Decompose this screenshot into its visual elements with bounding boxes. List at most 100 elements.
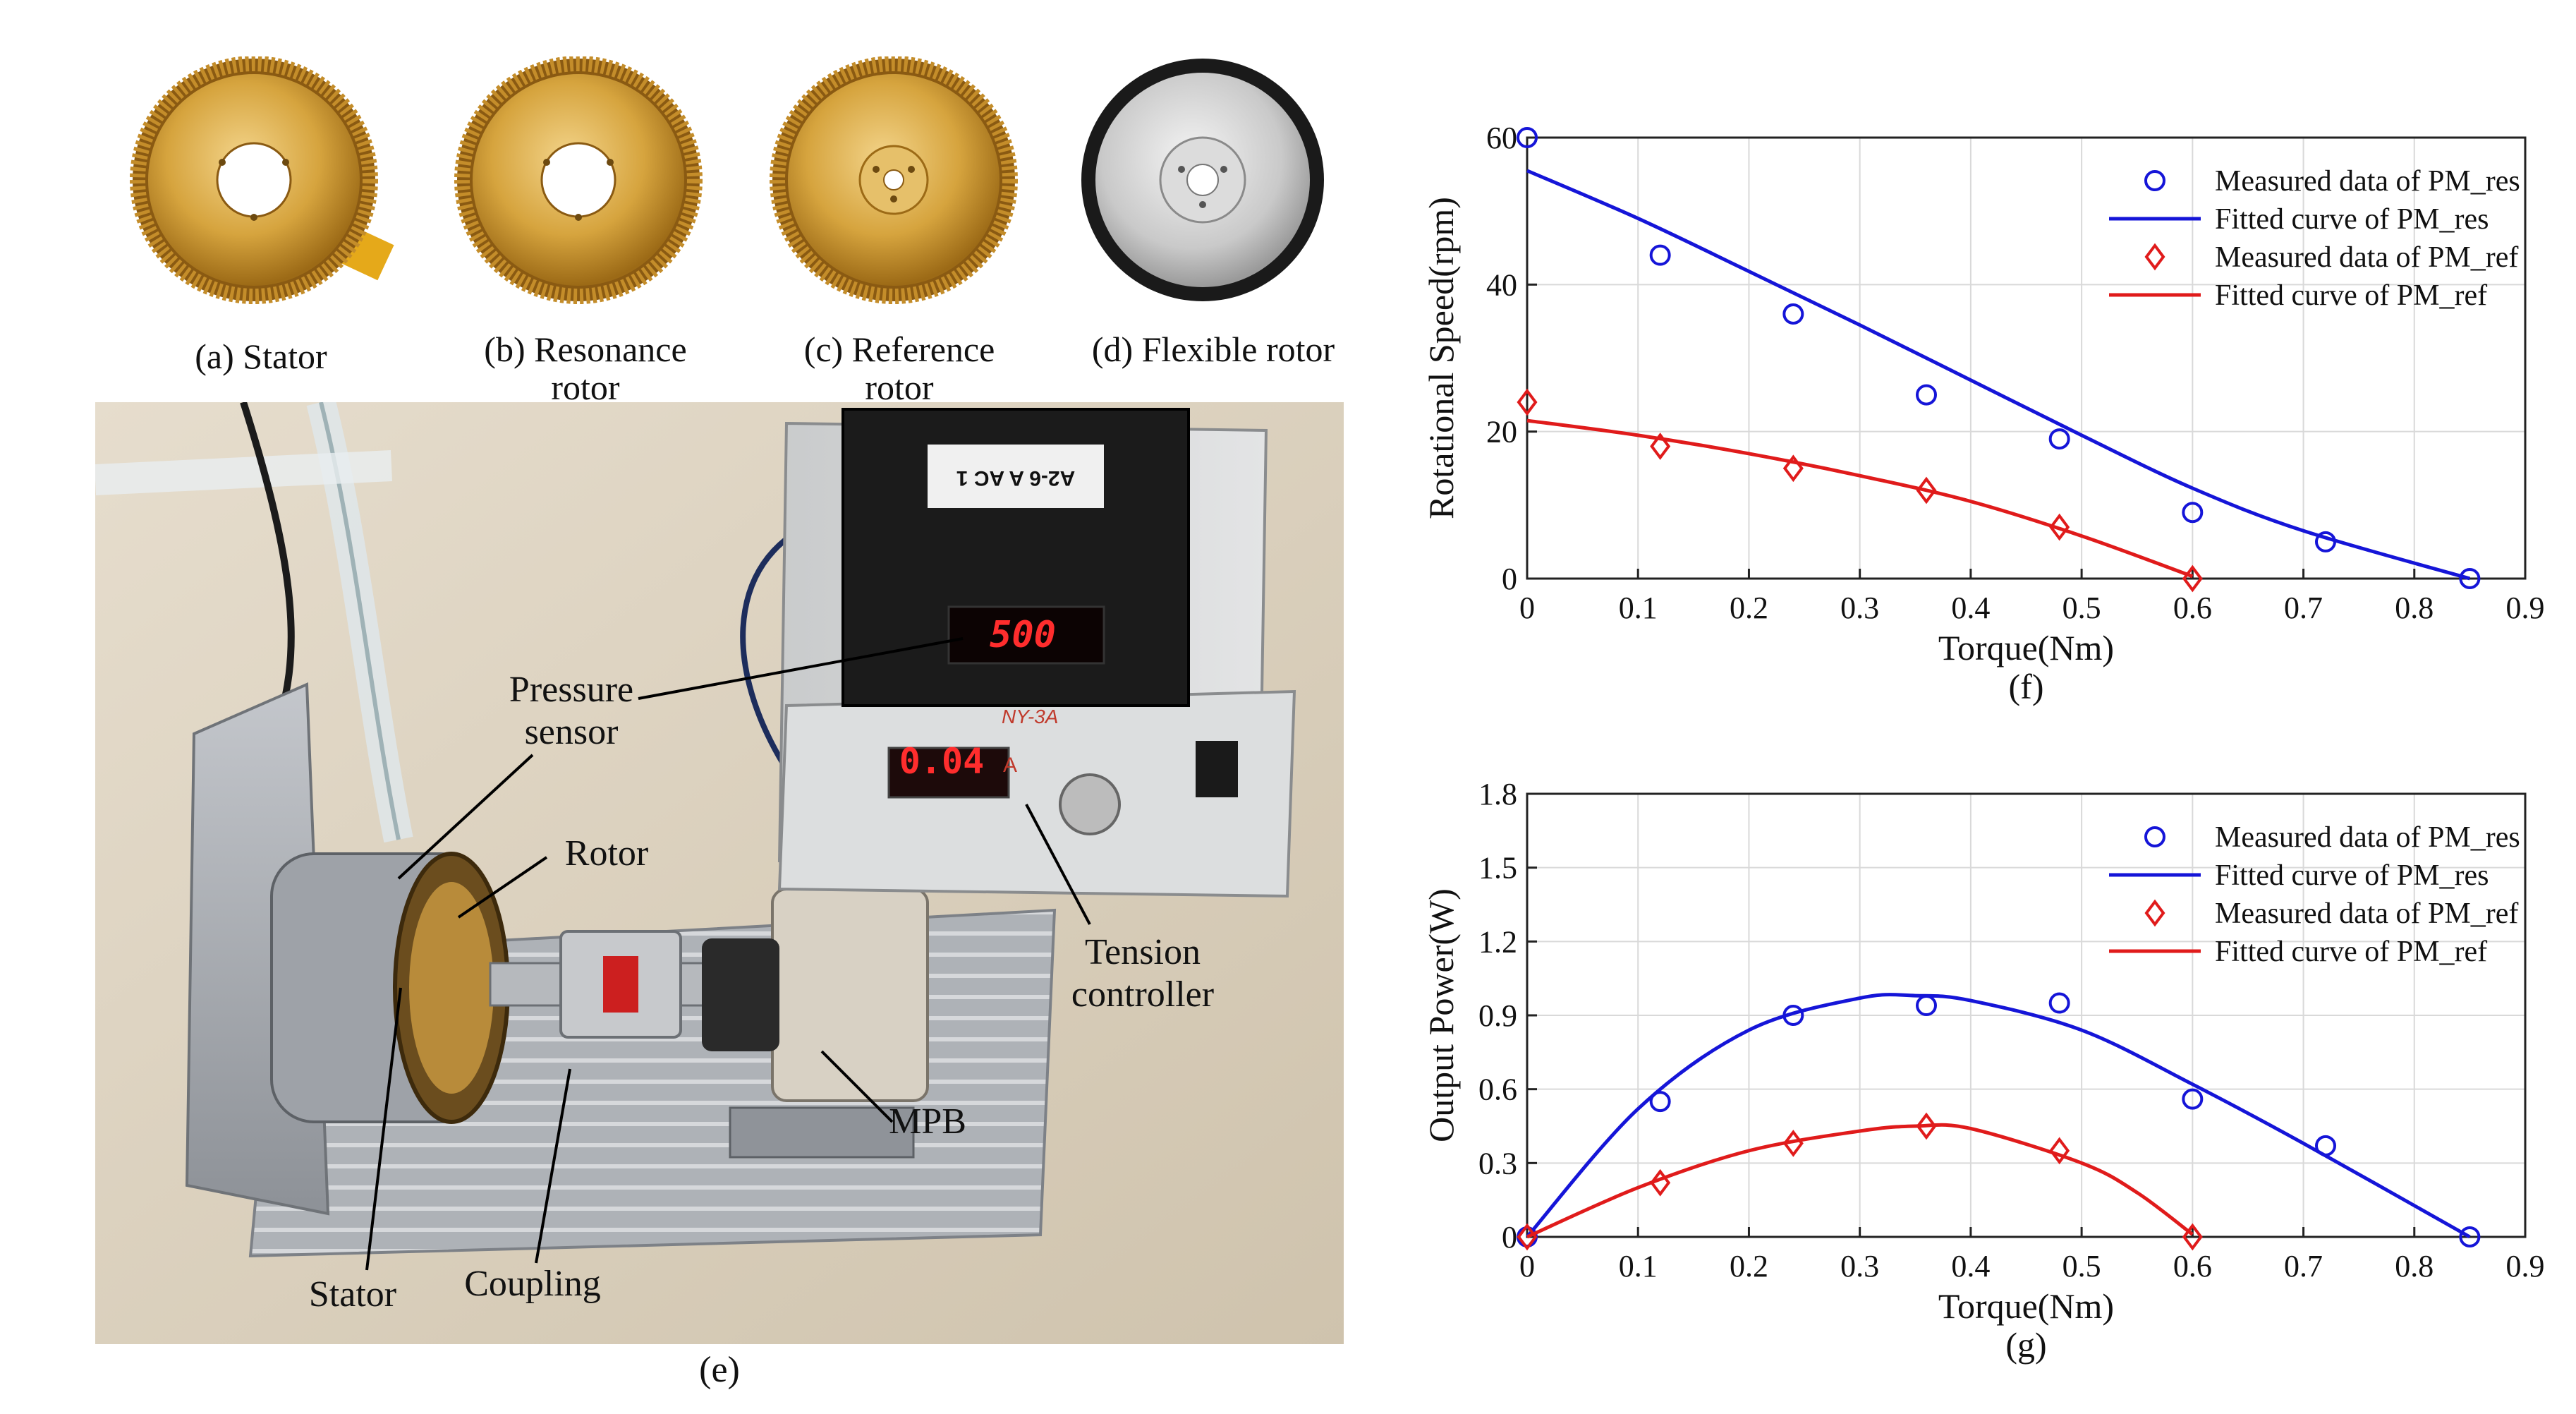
data-point xyxy=(2459,568,2481,589)
legend-marker xyxy=(2144,170,2165,191)
chart-caption: (f) xyxy=(2009,667,2044,706)
data-point xyxy=(1916,384,1937,406)
series-line xyxy=(1526,1123,2194,1239)
y-axis-label: Output Power(W) xyxy=(1421,888,1461,1142)
label-rotor: Rotor xyxy=(564,833,649,874)
legend-label: Fitted curve of PM_ref xyxy=(2215,279,2487,312)
x-tick-label: 0.7 xyxy=(2284,1249,2323,1283)
legend-label: Measured data of PM_res xyxy=(2215,165,2520,198)
series-line xyxy=(1526,169,2471,581)
data-point xyxy=(2049,1137,2070,1165)
x-tick-label: 0.3 xyxy=(1840,591,1879,625)
caption-reference-rotor: (c) Reference rotor xyxy=(765,330,1033,406)
flexible-rotor-photo xyxy=(1072,56,1340,325)
data-point xyxy=(1916,1112,1937,1140)
label-pressure-sensor-text: Pressure sensor xyxy=(509,670,634,752)
x-tick-label: 0.5 xyxy=(2062,1249,2101,1283)
data-point xyxy=(2182,502,2204,524)
data-point xyxy=(1650,433,1671,460)
y-tick-label: 1.2 xyxy=(1478,924,1517,959)
legend-marker xyxy=(2144,243,2165,271)
x-tick-label: 0.3 xyxy=(1840,1249,1879,1283)
x-tick-label: 0.9 xyxy=(2506,591,2545,625)
x-tick-label: 0.2 xyxy=(1730,591,1768,625)
label-stator: Stator xyxy=(308,1274,397,1315)
caption-setup: (e) xyxy=(699,1350,740,1390)
data-point xyxy=(2182,1088,2204,1110)
controller-brand: NY-3A xyxy=(1002,706,1059,727)
meter-bottom-readout: 0.04 xyxy=(899,741,985,782)
setup-photo xyxy=(95,402,1344,1344)
meter-unit: A xyxy=(1003,754,1018,777)
stator-photo xyxy=(127,56,395,325)
caption-flexible-rotor-text: (d) Flexible rotor xyxy=(1091,330,1335,369)
y-tick-label: 0 xyxy=(1502,562,1517,596)
data-point xyxy=(2459,1226,2481,1247)
y-tick-label: 1.5 xyxy=(1478,851,1517,886)
reference-rotor-photo xyxy=(763,56,1031,325)
x-tick-label: 0 xyxy=(1519,591,1535,625)
x-tick-label: 0.6 xyxy=(2173,1249,2212,1283)
caption-stator: (a) Stator xyxy=(195,337,327,376)
legend-label: Fitted curve of PM_res xyxy=(2215,203,2489,236)
meter-sticker: A2-6 A AC 1 xyxy=(956,466,1076,490)
x-tick-label: 0.6 xyxy=(2173,591,2212,625)
caption-resonance-rotor-text: (b) Resonance rotor xyxy=(484,330,687,407)
data-point xyxy=(2048,992,2070,1014)
x-tick-label: 0.5 xyxy=(2062,591,2101,625)
data-point xyxy=(1517,388,1538,416)
y-tick-label: 0.9 xyxy=(1478,998,1517,1033)
legend-marker xyxy=(2144,899,2165,927)
y-tick-label: 40 xyxy=(1486,267,1517,302)
meter-top-readout: 500 xyxy=(990,614,1056,656)
y-tick-label: 60 xyxy=(1486,121,1517,155)
data-point xyxy=(2182,1223,2203,1251)
legend-label: Measured data of PM_ref xyxy=(2215,898,2518,930)
label-mpb: MPB xyxy=(889,1101,966,1142)
data-point xyxy=(1916,995,1937,1017)
legend-marker xyxy=(2144,826,2165,847)
chart-speed-vs-torque: 0 0.1 0.2 0.3 0.4 0.5 0.6 0.7 0.8 0.9 0 20 40 60 Torqu… xyxy=(1421,121,2545,706)
caption-reference-rotor-text: (c) Reference rotor xyxy=(803,330,995,407)
data-point xyxy=(1649,244,1671,266)
x-tick-label: 0.1 xyxy=(1619,1249,1658,1283)
y-tick-label: 20 xyxy=(1486,415,1517,449)
series-line xyxy=(1526,418,2194,579)
resonance-rotor-photo xyxy=(448,56,716,325)
data-point xyxy=(1916,476,1937,504)
data-point xyxy=(2048,428,2070,450)
x-tick-label: 0.1 xyxy=(1619,591,1658,625)
y-tick-label: 1.8 xyxy=(1478,777,1517,811)
legend-label: Fitted curve of PM_ref xyxy=(2215,936,2487,968)
chart-power-vs-torque: 0 0.1 0.2 0.3 0.4 0.5 0.6 0.7 0.8 0.9 0 0.3 0.6 0.9 1.… xyxy=(1421,777,2545,1365)
legend-label: Measured data of PM_res xyxy=(2215,821,2520,854)
caption-resonance-rotor: (b) Resonance rotor xyxy=(451,330,719,406)
label-tension-controller-text: Tension controller xyxy=(1071,932,1215,1015)
x-tick-label: 0.7 xyxy=(2284,591,2323,625)
x-axis-label: Torque(Nm) xyxy=(1938,628,2114,667)
x-tick-label: 0.9 xyxy=(2506,1249,2545,1283)
y-tick-label: 0.3 xyxy=(1478,1146,1517,1180)
x-tick-label: 0.8 xyxy=(2395,1249,2434,1283)
data-point xyxy=(1649,1091,1671,1113)
plot-frame xyxy=(1526,136,2527,580)
data-point xyxy=(1517,127,1538,148)
x-tick-label: 0.8 xyxy=(2395,591,2434,625)
chart-caption: (g) xyxy=(2005,1325,2046,1365)
series-line xyxy=(1526,993,2471,1239)
data-point xyxy=(1782,303,1804,325)
label-tension-controller: Tension controller xyxy=(1051,931,1234,1016)
data-point xyxy=(2049,513,2070,541)
caption-flexible-rotor: (d) Flexible rotor xyxy=(1079,330,1347,368)
x-tick-label: 0.4 xyxy=(1951,591,1990,625)
y-tick-label: 0 xyxy=(1502,1220,1517,1255)
label-pressure-sensor: Pressure sensor xyxy=(466,669,677,754)
y-tick-label: 0.6 xyxy=(1478,1072,1517,1107)
x-tick-label: 0.4 xyxy=(1951,1249,1990,1283)
x-axis-label: Torque(Nm) xyxy=(1938,1286,2114,1326)
y-axis-label: Rotational Speed(rpm) xyxy=(1421,197,1461,519)
legend-label: Measured data of PM_ref xyxy=(2215,241,2518,274)
label-coupling: Coupling xyxy=(464,1264,601,1304)
legend-label: Fitted curve of PM_res xyxy=(2215,859,2489,892)
x-tick-label: 0.2 xyxy=(1730,1249,1768,1283)
